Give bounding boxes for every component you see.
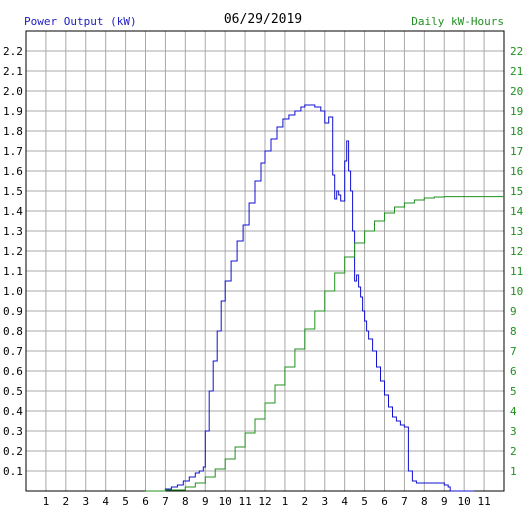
grid-layer: [26, 31, 504, 491]
x-tick-label: 11: [477, 495, 490, 508]
y-left-tick-label: 2.1: [3, 65, 23, 78]
y-right-tick-label: 19: [510, 105, 523, 118]
x-tick-label: 10: [219, 495, 232, 508]
y-left-tick-label: 1.6: [3, 165, 23, 178]
y-right-tick-label: 10: [510, 285, 523, 298]
y-right-tick-label: 12: [510, 245, 523, 258]
y-right-tick-label: 7: [510, 345, 517, 358]
y-left-tick-label: 1.3: [3, 225, 23, 238]
y-right-tick-label: 15: [510, 185, 523, 198]
y-left-tick-label: 1.0: [3, 285, 23, 298]
y-left-tick-label: 0.6: [3, 365, 23, 378]
x-tick-label: 2: [63, 495, 70, 508]
y-left-tick-label: 1.8: [3, 125, 23, 138]
chart-title: 06/29/2019: [224, 12, 302, 27]
y-left-tick-label: 1.7: [3, 145, 23, 158]
y-left-tick-label: 1.4: [3, 205, 23, 218]
y-right-tick-label: 13: [510, 225, 523, 238]
x-tick-label: 10: [458, 495, 471, 508]
x-tick-label: 12: [258, 495, 271, 508]
x-tick-label: 3: [321, 495, 328, 508]
series-layer: [145, 104, 504, 492]
y-right-tick-label: 8: [510, 325, 517, 338]
x-tick-label: 11: [238, 495, 251, 508]
y-left-tick-label: 2.0: [3, 85, 23, 98]
left-axis-label: Power Output (kW): [24, 15, 137, 28]
x-tick-label: 4: [102, 495, 109, 508]
y-right-tick-label: 18: [510, 125, 523, 138]
x-tick-label: 9: [202, 495, 209, 508]
y-left-tick-label: 1.5: [3, 185, 23, 198]
y-right-tick-label: 9: [510, 305, 517, 318]
y-right-tick-label: 22: [510, 45, 523, 58]
y-left-tick-label: 0.1: [3, 465, 23, 478]
x-tick-label: 1: [43, 495, 50, 508]
x-tick-label: 8: [421, 495, 428, 508]
x-tick-label: 2: [302, 495, 309, 508]
y-right-tick-label: 11: [510, 265, 523, 278]
plot-frame: [25, 30, 505, 492]
energy-series-line: [145, 196, 504, 492]
y-left-tick-label: 0.4: [3, 405, 23, 418]
x-tick-label: 8: [182, 495, 189, 508]
power-series-line: [145, 104, 475, 492]
y-left-tick-label: 2.2: [3, 45, 23, 58]
x-tick-label: 3: [82, 495, 89, 508]
x-tick-label: 6: [142, 495, 149, 508]
y-right-tick-label: 14: [510, 205, 524, 218]
y-right-tick-label: 6: [510, 365, 517, 378]
y-right-tick-label: 2: [510, 445, 517, 458]
x-tick-label: 5: [361, 495, 368, 508]
x-tick-label: 5: [122, 495, 129, 508]
y-right-tick-label: 5: [510, 385, 517, 398]
y-left-tick-label: 0.5: [3, 385, 23, 398]
x-tick-label: 7: [401, 495, 408, 508]
y-right-tick-label: 16: [510, 165, 523, 178]
y-left-tick-label: 0.3: [3, 425, 23, 438]
right-axis-label: Daily kW-Hours: [411, 15, 504, 28]
y-left-tick-label: 0.9: [3, 305, 23, 318]
y-left-tick-label: 1.9: [3, 105, 23, 118]
y-right-tick-label: 4: [510, 405, 517, 418]
x-tick-label: 6: [381, 495, 388, 508]
y-left-tick-label: 0.8: [3, 325, 23, 338]
y-left-tick-label: 0.7: [3, 345, 23, 358]
y-right-tick-label: 17: [510, 145, 523, 158]
y-right-tick-label: 21: [510, 65, 523, 78]
x-tick-label: 4: [341, 495, 348, 508]
x-tick-label: 7: [162, 495, 169, 508]
labels-layer: 1 2 3 4 5 6 7 8 9 10 11 12 1 2 3 4 5 6 7 8 9 10 110.10.20.30.4…: [3, 45, 524, 508]
x-tick-label: 1: [282, 495, 289, 508]
y-left-tick-label: 0.2: [3, 445, 23, 458]
x-tick-label: 9: [441, 495, 448, 508]
y-right-tick-label: 20: [510, 85, 523, 98]
y-left-tick-label: 1.2: [3, 245, 23, 258]
y-right-tick-label: 3: [510, 425, 517, 438]
y-right-tick-label: 1: [510, 465, 517, 478]
y-left-tick-label: 1.1: [3, 265, 23, 278]
